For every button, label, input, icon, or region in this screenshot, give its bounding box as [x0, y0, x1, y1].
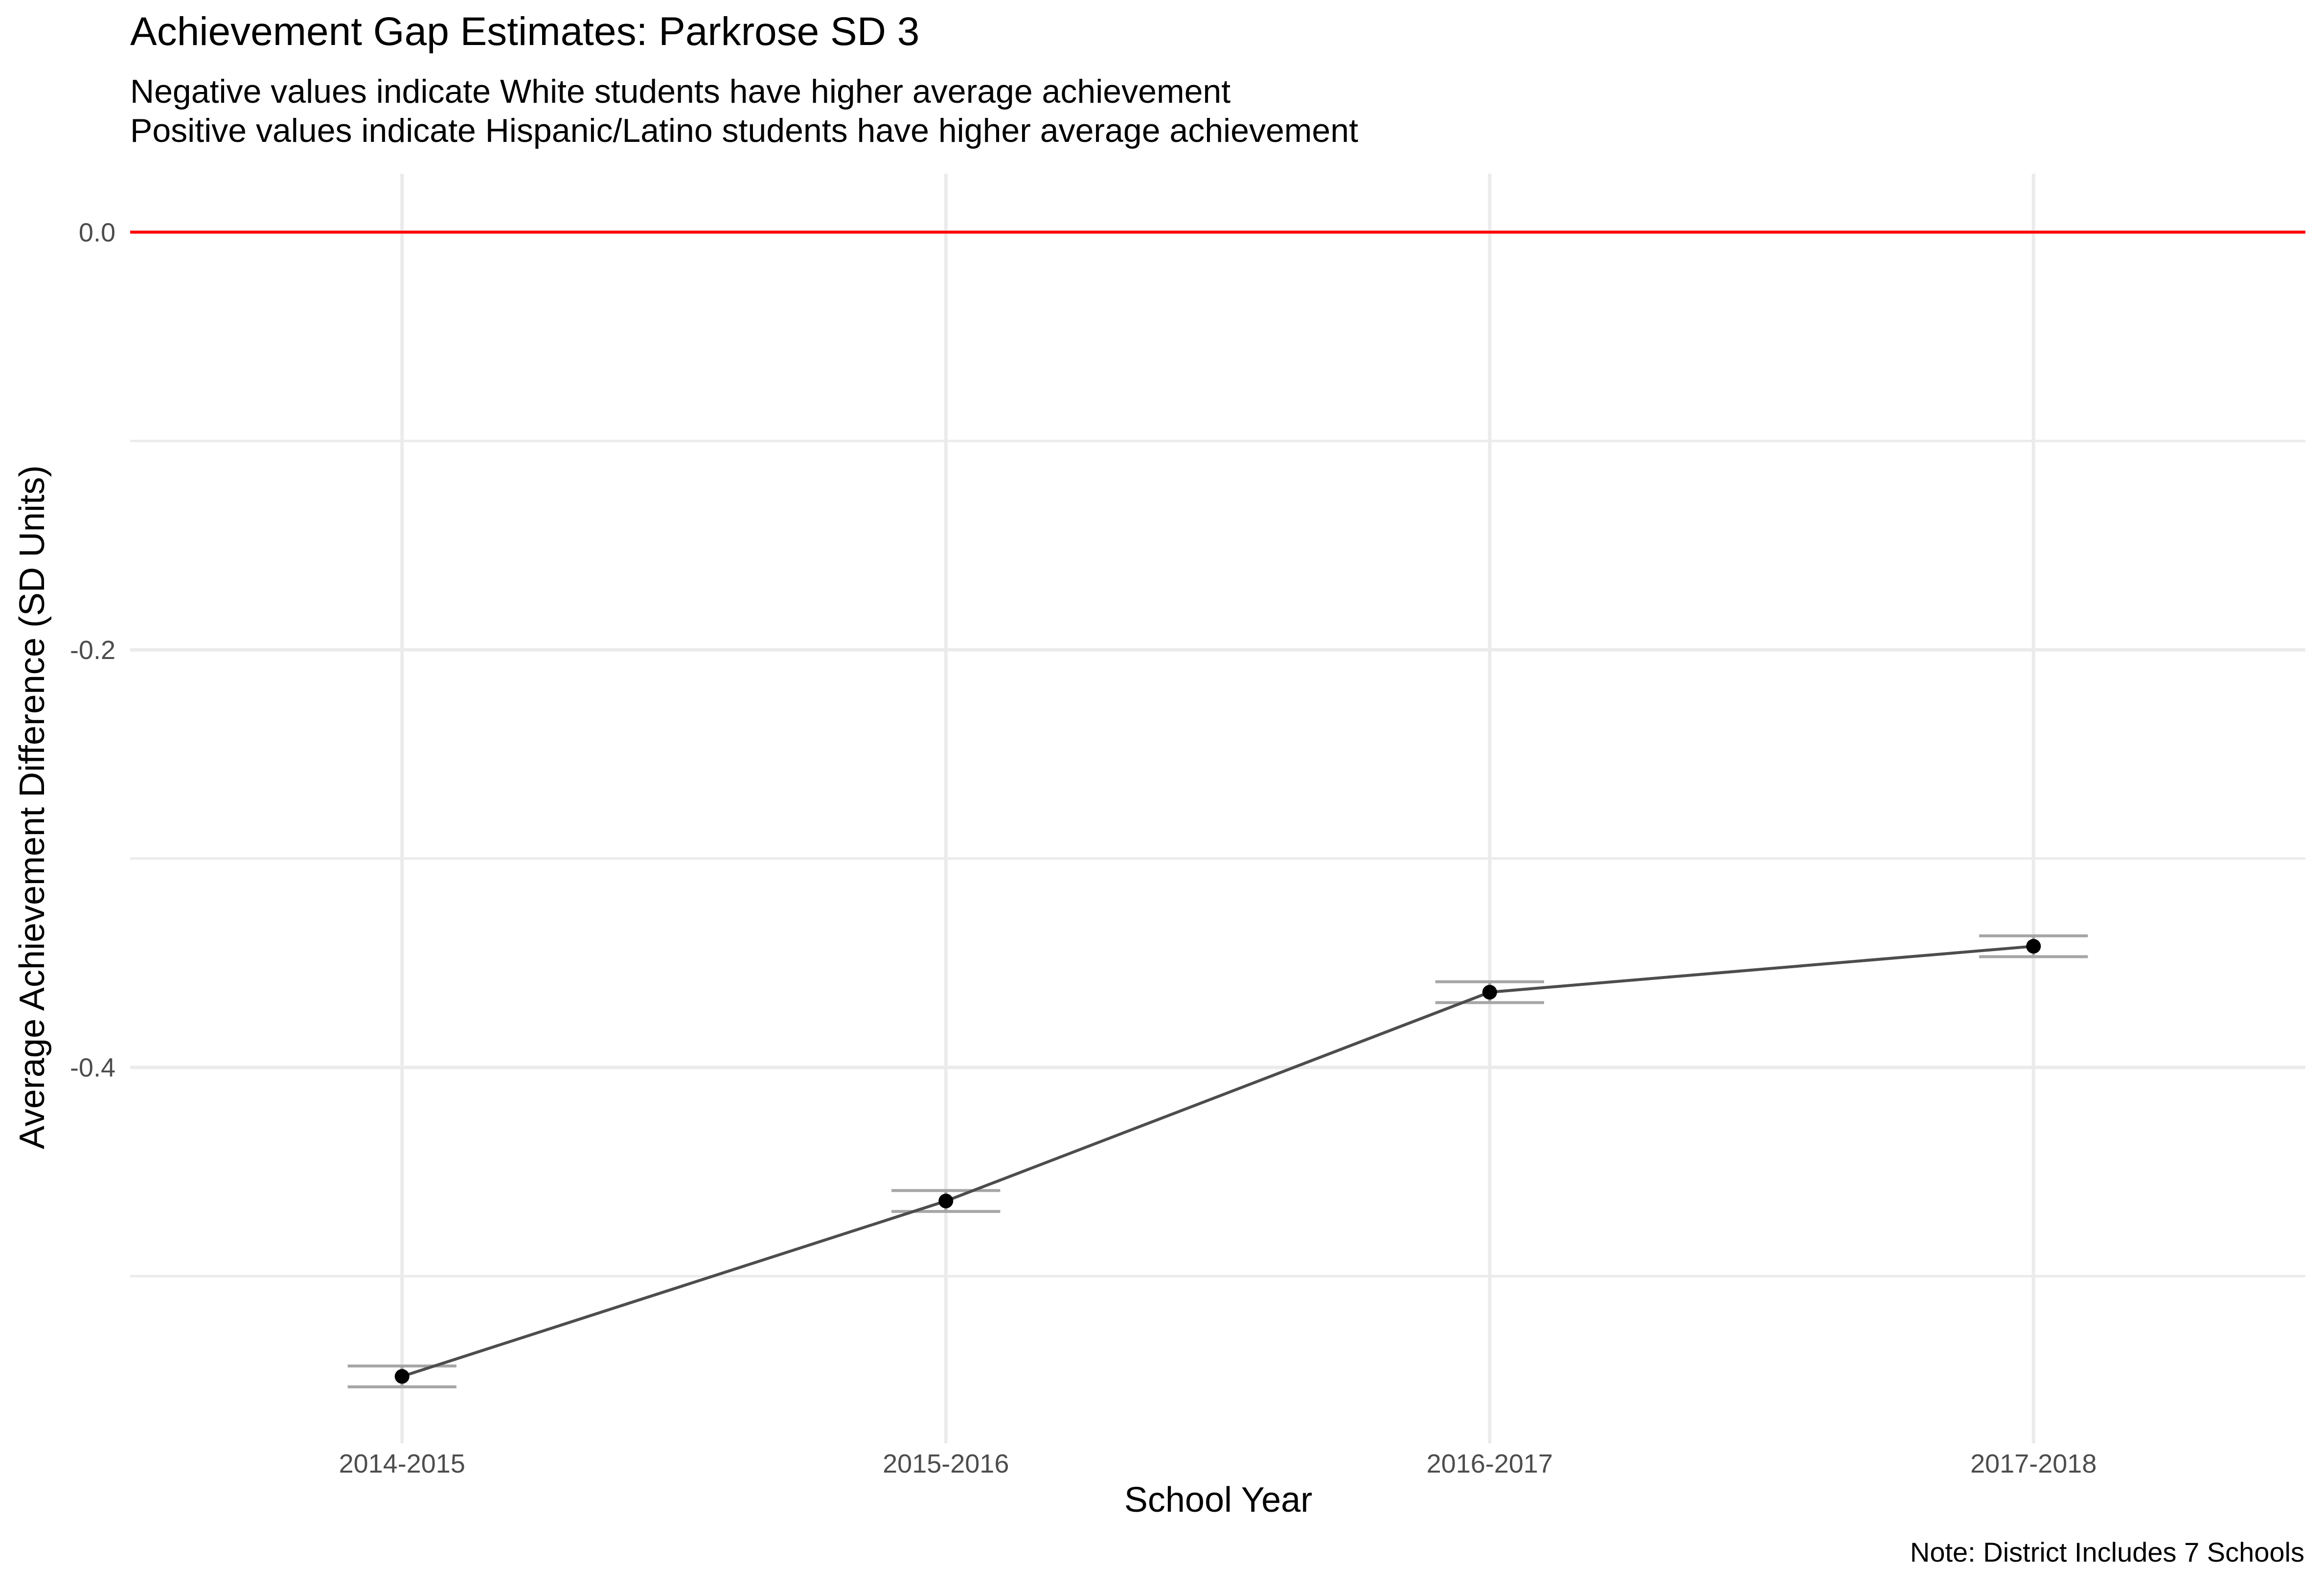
chart-subtitle-line-2: Positive values indicate Hispanic/Latino…	[130, 112, 1358, 149]
x-axis-label: School Year	[1124, 1480, 1313, 1520]
chart-subtitle-line-1: Negative values indicate White students …	[130, 73, 1231, 110]
y-tick-label: -0.4	[70, 1053, 115, 1083]
data-point	[1482, 985, 1497, 1000]
data-point	[938, 1193, 954, 1208]
x-tick-label: 2015-2016	[883, 1449, 1009, 1478]
x-tick-label: 2017-2018	[1970, 1449, 2096, 1478]
data-point	[2026, 939, 2041, 954]
data-point	[394, 1369, 410, 1384]
grid-layer	[130, 174, 2305, 1443]
data-layer	[347, 934, 2088, 1388]
y-axis-label: Average Achievement Difference (SD Units…	[13, 465, 52, 1149]
chart-title: Achievement Gap Estimates: Parkrose SD 3	[130, 9, 920, 54]
x-tick-label: 2014-2015	[339, 1449, 465, 1478]
y-tick-label: -0.2	[70, 636, 115, 665]
axis-layer: 0.0 -0.2 -0.4 2014-2015 2015-2016 2016-2017 20…	[70, 218, 2096, 1478]
y-tick-label: 0.0	[79, 218, 115, 248]
chart-caption: Note: District Includes 7 Schools	[1910, 1537, 2304, 1567]
series-line	[401, 945, 2034, 1378]
x-tick-label: 2016-2017	[1427, 1449, 1553, 1478]
